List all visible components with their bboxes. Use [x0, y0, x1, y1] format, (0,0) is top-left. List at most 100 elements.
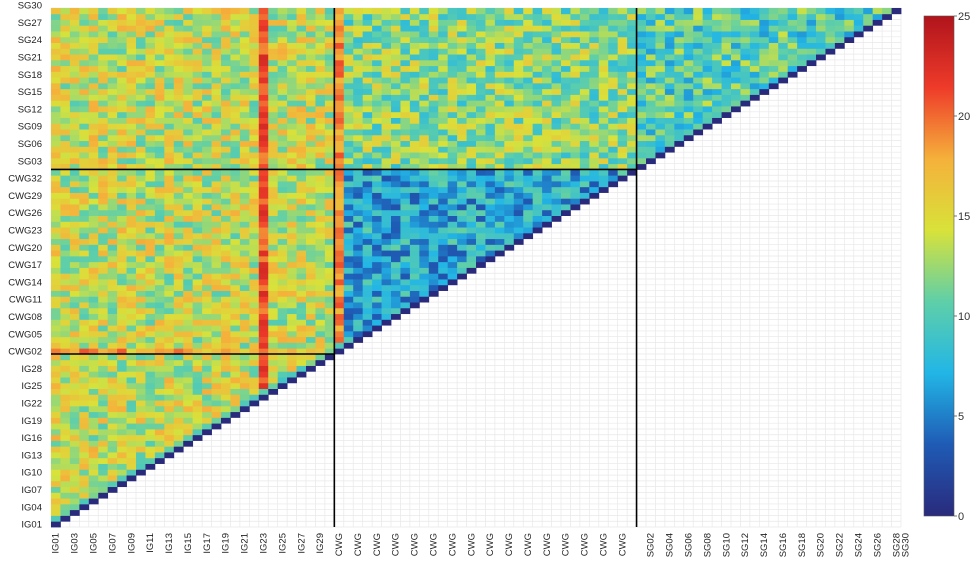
heatmap-cell	[249, 273, 260, 280]
heatmap-cell	[712, 88, 722, 95]
heatmap-cell	[258, 336, 269, 343]
heatmap-cell	[381, 267, 392, 274]
heatmap-cell	[617, 77, 628, 84]
heatmap-cell	[154, 382, 165, 389]
heatmap-cell	[51, 215, 61, 222]
heatmap-cell	[202, 54, 212, 61]
heatmap-cell	[202, 82, 212, 90]
heatmap-cell	[617, 134, 628, 142]
heatmap-cell	[69, 181, 80, 188]
heatmap-cell	[211, 59, 222, 67]
heatmap-cell	[51, 261, 61, 268]
heatmap-cell	[532, 48, 543, 55]
heatmap-cell	[542, 8, 552, 15]
heatmap-cell	[192, 232, 203, 240]
heatmap-cell	[646, 19, 656, 26]
heatmap-cell	[183, 59, 194, 67]
heatmap-cell	[834, 42, 845, 49]
heatmap-cell	[372, 163, 382, 170]
heatmap-cell	[239, 175, 250, 182]
heatmap-cell	[192, 428, 203, 436]
heatmap-cell	[126, 388, 137, 395]
heatmap-cell	[834, 36, 845, 43]
heatmap-cell	[579, 163, 590, 170]
heatmap-cell	[343, 279, 354, 286]
heatmap-cell	[419, 163, 430, 170]
heatmap-cell	[494, 221, 505, 228]
heatmap-cell	[60, 434, 71, 441]
heatmap-cell	[192, 336, 203, 343]
heatmap-cell	[806, 36, 817, 43]
heatmap-cell	[126, 423, 137, 430]
heatmap-cell	[400, 42, 411, 49]
heatmap-cell	[674, 71, 685, 78]
heatmap-cell	[494, 129, 505, 136]
x-tick-label: CWG	[372, 533, 383, 556]
heatmap-cell	[145, 227, 156, 234]
heatmap-cell	[230, 134, 241, 142]
heatmap-cell	[362, 284, 373, 291]
heatmap-cell	[693, 42, 704, 49]
heatmap-cell	[79, 486, 90, 493]
heatmap-cell	[98, 405, 109, 413]
heatmap-cell	[664, 31, 675, 38]
heatmap-cell	[69, 405, 80, 413]
heatmap-cell	[334, 157, 345, 165]
heatmap-cell	[636, 54, 647, 61]
heatmap-cell	[296, 359, 307, 366]
heatmap-cell	[561, 19, 571, 26]
heatmap-cell	[532, 71, 543, 78]
heatmap-cell	[334, 319, 345, 326]
heatmap-cell	[353, 227, 364, 234]
heatmap-cell	[202, 77, 212, 84]
heatmap-cell	[154, 232, 165, 240]
heatmap-cell	[173, 377, 184, 384]
heatmap-cell	[315, 163, 326, 170]
heatmap-cell	[287, 232, 297, 240]
heatmap-cell	[457, 82, 467, 90]
heatmap-cell	[513, 106, 524, 113]
heatmap-cell	[381, 302, 392, 309]
x-tick-label: SG14	[759, 533, 770, 557]
heatmap-cell	[372, 71, 382, 78]
heatmap-cell	[98, 255, 109, 263]
heatmap-cell	[381, 181, 392, 188]
heatmap-cell	[268, 94, 279, 101]
heatmap-cell	[145, 365, 156, 372]
x-tick-label: SG10	[721, 533, 732, 557]
heatmap-cell	[117, 100, 127, 107]
heatmap-cell	[154, 238, 165, 245]
y-tick-label: SG15	[18, 87, 42, 98]
heatmap-cell	[98, 25, 109, 32]
heatmap-cell	[51, 463, 61, 470]
heatmap-cell	[79, 469, 90, 476]
heatmap-cell	[306, 255, 316, 263]
heatmap-cell	[98, 221, 109, 228]
heatmap-cell	[872, 19, 883, 26]
heatmap-cell	[277, 100, 288, 107]
heatmap-cell	[88, 371, 99, 378]
heatmap-cell	[60, 209, 71, 216]
heatmap-cell	[400, 290, 411, 297]
heatmap-cell	[655, 25, 666, 32]
heatmap-cell	[466, 134, 477, 142]
heatmap-cell	[287, 319, 297, 326]
heatmap-cell	[69, 330, 80, 338]
heatmap-cell	[183, 140, 194, 147]
heatmap-cell	[324, 302, 335, 309]
x-tick-label: SG24	[854, 533, 865, 557]
heatmap-cell	[277, 42, 288, 49]
heatmap-cell	[98, 100, 109, 107]
heatmap-cell	[258, 146, 269, 153]
heatmap-cell	[287, 354, 297, 361]
heatmap-cell	[258, 65, 269, 72]
heatmap-cell	[683, 77, 694, 84]
heatmap-cell	[136, 13, 146, 20]
heatmap-cell	[400, 198, 411, 205]
heatmap-cell	[79, 273, 90, 280]
heatmap-cell	[277, 13, 288, 20]
heatmap-cell	[79, 209, 90, 216]
heatmap-cell	[164, 54, 175, 61]
heatmap-cell	[664, 146, 675, 153]
heatmap-cell	[306, 330, 316, 338]
